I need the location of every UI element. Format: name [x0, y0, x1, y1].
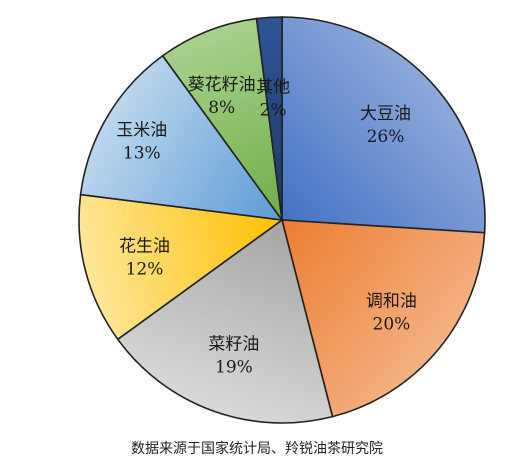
slice-label-6: 葵花籽油 — [188, 75, 256, 95]
slice-percent-6: 8% — [208, 98, 235, 118]
slice-label-7: 其他 — [256, 77, 290, 97]
slice-percent-1: 26% — [367, 127, 405, 147]
slice-percent-2: 20% — [373, 315, 411, 335]
pie-slice-6 — [161, 17, 283, 221]
slice-label-5: 玉米油 — [116, 121, 167, 141]
slice-percent-3: 19% — [215, 358, 253, 378]
slice-percent-5: 13% — [123, 144, 161, 164]
slice-label-4: 花生油 — [119, 236, 170, 256]
source-caption: 数据来源于国家统计局、羚锐油茶研究院 — [131, 441, 383, 457]
slice-label-1: 大豆油 — [360, 104, 411, 124]
slice-label-3: 菜籽油 — [208, 335, 259, 355]
slice-percent-4: 12% — [126, 259, 164, 279]
pie-slice-5 — [79, 54, 284, 222]
pie-slice-3 — [116, 218, 334, 424]
pie-slice-1 — [281, 16, 486, 234]
pie-slice-2 — [280, 219, 486, 418]
pie-slice-4 — [78, 193, 285, 341]
pie-slice-7 — [255, 16, 283, 221]
slice-percent-7: 2% — [260, 100, 287, 120]
pie-chart: 大豆油 26% 调和油 20% 菜籽油 19% 花生油 12% 玉米油 13% 葵花籽油 8% 其他 2% — [78, 16, 486, 424]
slice-label-2: 调和油 — [366, 292, 417, 312]
